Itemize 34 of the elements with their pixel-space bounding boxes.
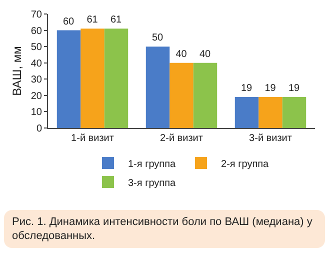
bar bbox=[282, 97, 306, 128]
bar bbox=[146, 46, 170, 128]
y-tick-label: 10 bbox=[30, 107, 42, 118]
data-label: 61 bbox=[86, 14, 98, 26]
bar bbox=[258, 97, 282, 128]
text: Рис. 1. Динамика интенсивности боли по ВАШ (медиана) у обследованных. bbox=[12, 215, 314, 243]
y-tick-label: 30 bbox=[30, 74, 42, 86]
data-label: 60 bbox=[62, 16, 75, 28]
y-tick-label: 0 bbox=[36, 124, 42, 134]
legend-label: 3-я группа bbox=[128, 178, 176, 189]
data-label: 19 bbox=[288, 83, 300, 94]
x-tick-label: 3-й визит bbox=[249, 133, 292, 144]
bar bbox=[80, 28, 104, 128]
bar bbox=[104, 28, 128, 128]
legend-label: 1-я группа bbox=[128, 158, 176, 170]
x-tick-label: 2-й визит bbox=[160, 133, 204, 144]
bar bbox=[193, 62, 218, 128]
data-label: 19 bbox=[240, 83, 253, 94]
data-label: 61 bbox=[110, 14, 122, 26]
y-tick-label: 40 bbox=[30, 58, 42, 70]
y-tick-label: 20 bbox=[30, 90, 42, 102]
y-tick-label: 60 bbox=[30, 26, 42, 37]
data-label: 40 bbox=[199, 48, 212, 60]
y-axis-title: ВАШ, мм bbox=[10, 46, 24, 96]
y-tick-label: 70 bbox=[30, 10, 42, 20]
data-label: 40 bbox=[176, 48, 188, 60]
data-label: 19 bbox=[264, 83, 276, 94]
bar bbox=[56, 30, 81, 128]
bar bbox=[170, 62, 194, 128]
x-tick-label: 1-й визит bbox=[71, 133, 114, 144]
data-label: 50 bbox=[152, 32, 164, 44]
y-tick-label: 50 bbox=[30, 42, 42, 54]
bar bbox=[234, 97, 259, 128]
legend-label: 2-я группа bbox=[221, 158, 270, 170]
